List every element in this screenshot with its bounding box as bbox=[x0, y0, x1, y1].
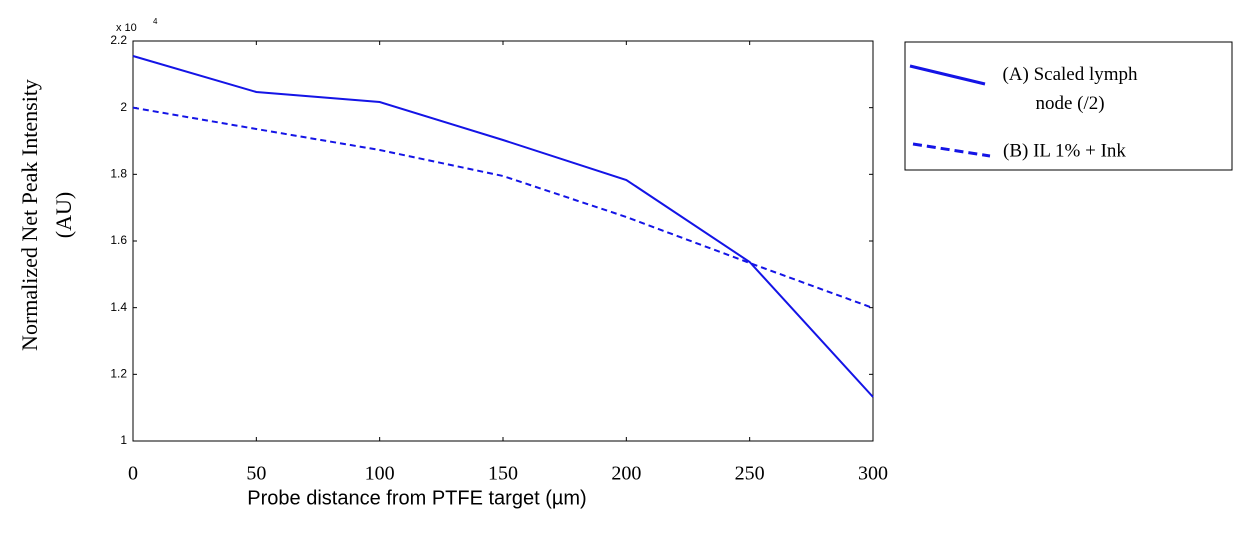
x-tick-label: 300 bbox=[858, 463, 888, 485]
data-line bbox=[132, 55, 874, 398]
y-tick-label: 1.4 bbox=[110, 300, 127, 314]
x-tick-label: 250 bbox=[735, 463, 765, 485]
y-tick-label: 1 bbox=[120, 433, 127, 447]
legend-label: (B) IL 1% + Ink bbox=[1003, 140, 1126, 161]
legend-label: (A) Scaled lymph node (/2) bbox=[1002, 64, 1138, 114]
y-tick-label: 1.8 bbox=[110, 167, 127, 181]
legend-swatch bbox=[909, 64, 986, 86]
legend-box bbox=[904, 41, 1233, 171]
y-tick-label: 2.2 bbox=[110, 33, 127, 47]
data-line bbox=[132, 106, 874, 309]
y-axis-label: Normalized Net Peak Intensity bbox=[17, 79, 42, 351]
x-tick-label: 200 bbox=[611, 463, 641, 485]
y-tick-label: 1.2 bbox=[110, 367, 127, 381]
x-tick-label: 0 bbox=[128, 463, 138, 485]
legend-swatch bbox=[912, 142, 991, 158]
y-tick-label: 1.6 bbox=[110, 233, 127, 247]
x-tick-label: 100 bbox=[365, 463, 395, 485]
x-tick-label: 50 bbox=[246, 463, 266, 485]
x-axis-label: Probe distance from PTFE target (µm) bbox=[247, 487, 586, 509]
plot-frame bbox=[132, 40, 874, 442]
y-multiplier: x 10 bbox=[116, 22, 137, 34]
x-tick-label: 150 bbox=[488, 463, 518, 485]
y-tick-label: 2 bbox=[120, 100, 127, 114]
y-axis-unit: (AU) bbox=[51, 192, 76, 238]
y-multiplier-exponent: 4 bbox=[153, 17, 158, 26]
